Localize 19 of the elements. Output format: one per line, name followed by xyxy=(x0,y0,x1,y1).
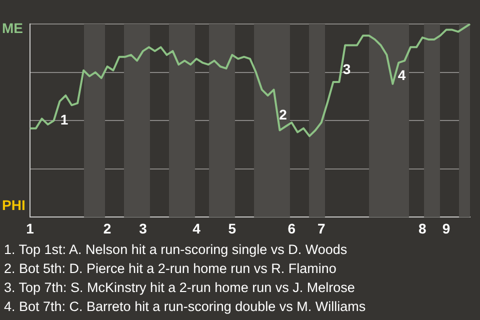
text: 4. Bot 7th: C. Barreto hit a run-scoring double vs M. Williams xyxy=(4,298,367,316)
text: 2. Bot 5th: D. Pierce hit a 2-run home run vs R. Flamino xyxy=(4,260,338,278)
annotation: 4 xyxy=(398,67,406,84)
x-tick-label: 5 xyxy=(228,220,236,236)
x-tick-label: 6 xyxy=(288,220,296,236)
text: ME xyxy=(2,20,23,36)
x-tick-label: 7 xyxy=(317,220,326,236)
annotation: 3 xyxy=(342,60,351,77)
x-tick-label: 9 xyxy=(442,220,450,236)
annotation: 1 xyxy=(60,111,68,128)
text: 1. Top 1st: A. Nelson hit a run-scoring single vs D. Woods xyxy=(4,241,348,259)
x-tick-label: 8 xyxy=(418,220,427,236)
annotation: 2 xyxy=(279,106,288,123)
text: PHI xyxy=(2,197,26,214)
x-tick-label: 1 xyxy=(26,220,34,236)
x-tick-label: 3 xyxy=(139,220,148,236)
x-tick-label: 4 xyxy=(192,220,201,236)
text: 3. Top 7th: S. McKinstry hit a 2-run home run vs J. Melrose xyxy=(4,279,356,297)
x-tick-label: 2 xyxy=(103,220,112,236)
